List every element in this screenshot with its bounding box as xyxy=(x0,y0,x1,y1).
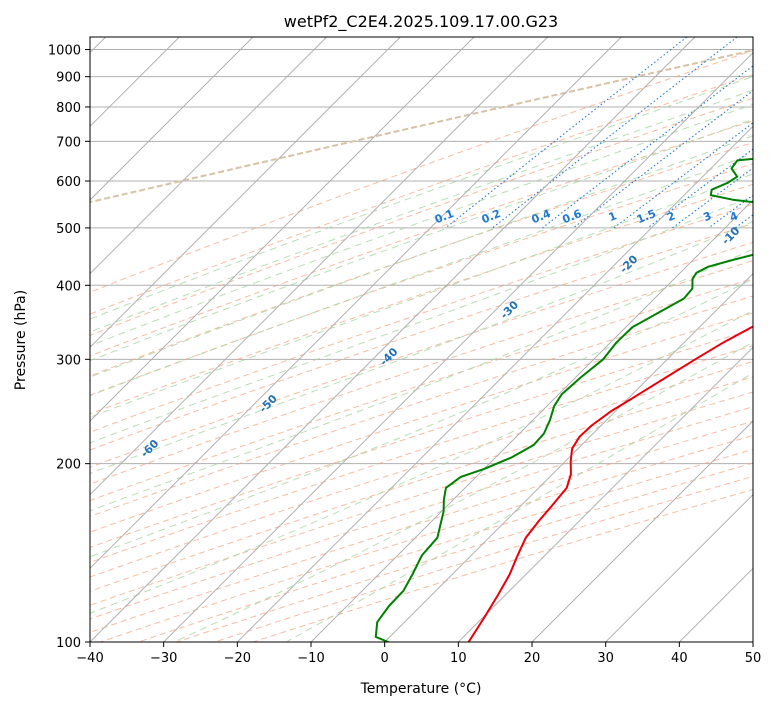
y-tick-label: 500 xyxy=(56,222,81,237)
x-tick-label: 40 xyxy=(671,651,688,666)
x-axis-label: Temperature (°C) xyxy=(360,681,482,697)
y-tick-label: 400 xyxy=(56,279,81,294)
y-tick-label: 800 xyxy=(56,101,81,116)
x-tick-label: 10 xyxy=(450,651,467,666)
y-axis-label: Pressure (hPa) xyxy=(13,290,29,390)
x-tick-label: −20 xyxy=(224,651,251,666)
y-tick-label: 200 xyxy=(56,458,81,473)
y-tick-label: 700 xyxy=(56,135,81,150)
x-tick-label: 0 xyxy=(381,651,389,666)
x-tick-label: −10 xyxy=(297,651,324,666)
chart-title: wetPf2_C2E4.2025.109.17.00.G23 xyxy=(284,12,558,32)
y-tick-label: 600 xyxy=(56,175,81,190)
x-tick-label: −30 xyxy=(150,651,177,666)
x-tick-label: −40 xyxy=(76,651,103,666)
y-tick-label: 1000 xyxy=(48,44,81,59)
x-tick-label: 30 xyxy=(597,651,614,666)
y-tick-label: 300 xyxy=(56,353,81,368)
y-tick-label: 100 xyxy=(56,636,81,651)
x-tick-label: 50 xyxy=(745,651,762,666)
x-tick-label: 20 xyxy=(524,651,541,666)
y-tick-label: 900 xyxy=(56,71,81,86)
